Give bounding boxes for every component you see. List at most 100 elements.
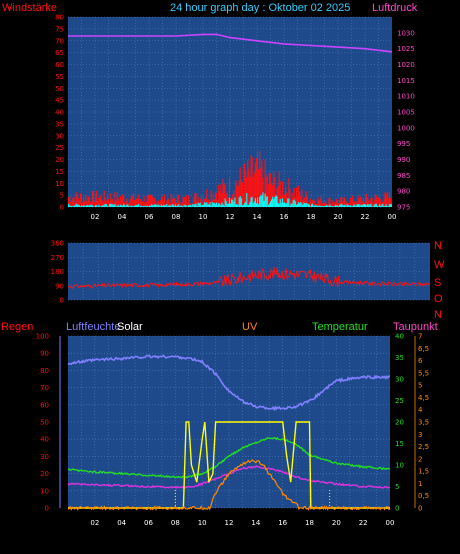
wind-direction-line <box>67 267 431 289</box>
gust-bar <box>279 181 281 207</box>
gust-bar <box>327 203 329 207</box>
gust-bar <box>154 198 156 207</box>
wind-bar <box>363 203 366 207</box>
wind-bar <box>222 204 224 207</box>
gust-bar <box>240 179 242 207</box>
wind-bar <box>275 195 277 207</box>
wind-bar <box>279 199 281 207</box>
y-tick-label: 360 <box>51 240 64 248</box>
gust-bar <box>353 201 355 207</box>
wind-bar <box>314 205 316 207</box>
wind-bar <box>291 203 293 207</box>
x-tick-label: 04 <box>117 519 126 527</box>
wind-bar <box>109 204 111 207</box>
gust-bar <box>183 196 185 207</box>
wind-bar <box>180 205 182 207</box>
gust-bar <box>379 196 381 207</box>
x-tick-label: 22 <box>359 519 368 527</box>
rain-tick-label: 60 <box>40 401 49 409</box>
x-tick-label: 10 <box>199 213 208 221</box>
gust-bar <box>230 197 232 207</box>
rain-tick-label: 90 <box>40 350 49 358</box>
wind-bar <box>305 203 307 207</box>
gust-bar <box>359 196 361 207</box>
gust-bar <box>362 198 364 207</box>
y-tick-label: 0 <box>60 297 64 305</box>
wind-bar <box>333 206 335 207</box>
gust-bar <box>322 200 324 207</box>
gust-bar <box>137 199 139 207</box>
wind-bar <box>249 202 251 207</box>
gust-bar <box>250 154 252 207</box>
rain-tick-label: 0 <box>45 505 49 513</box>
wind-bar <box>299 203 301 207</box>
wind-bar <box>132 206 134 207</box>
gust-bar <box>358 198 360 207</box>
wind-bar <box>298 202 300 207</box>
wind-bar <box>145 206 147 207</box>
wind-bar <box>255 203 258 207</box>
gust-bar <box>295 187 297 207</box>
temperature-tick-label: 35 <box>395 354 404 362</box>
wind-bar <box>387 206 389 207</box>
gust-bar <box>360 197 362 207</box>
gust-bar <box>93 201 96 207</box>
wind-bar <box>338 206 340 207</box>
wind-bar <box>77 204 79 207</box>
wind-bar <box>296 204 299 207</box>
x-tick-label: 10 <box>198 519 207 527</box>
wind-bar <box>353 204 355 207</box>
gust-bar <box>335 198 337 207</box>
gust-bar <box>212 193 214 207</box>
gust-bar <box>330 204 332 207</box>
gust-bar <box>263 193 265 207</box>
wind-bar <box>214 204 216 207</box>
gust-bar <box>106 196 108 207</box>
gust-bar <box>193 197 195 207</box>
wind-bar <box>195 203 197 207</box>
gust-bar <box>253 172 255 207</box>
gust-bar <box>110 193 112 207</box>
gust-bar <box>225 193 227 207</box>
wind-bar <box>312 203 314 207</box>
wind-bar <box>293 199 295 207</box>
wind-bar <box>218 203 220 207</box>
temperature-tick-label: 15 <box>395 440 404 448</box>
wind-bar <box>280 202 282 207</box>
y-tick-label-right: 990 <box>397 156 410 164</box>
wind-bar <box>192 204 194 207</box>
y-tick-label-right: 1020 <box>397 61 415 69</box>
rain-tick-label: 40 <box>40 436 49 444</box>
y-tick-label-left: 35 <box>55 120 64 128</box>
uv-tick-label: 2,5 <box>418 443 429 451</box>
gust-bar <box>219 191 221 207</box>
gust-bar <box>150 194 152 207</box>
gust-bar <box>119 196 121 207</box>
wind-bar <box>349 205 351 207</box>
gust-bar <box>159 200 161 207</box>
x-tick-label: 18 <box>305 519 314 527</box>
y-tick-label-right: 1030 <box>397 29 415 37</box>
wind-bar <box>212 203 214 207</box>
gust-bar <box>195 192 197 207</box>
wind-bar <box>346 203 348 207</box>
gust-bar <box>77 198 79 207</box>
gust-bar <box>236 184 238 207</box>
wind-bar <box>188 205 191 207</box>
wind-bar <box>352 206 354 207</box>
y-tick-label-left: 0 <box>60 204 64 212</box>
x-tick-label: 06 <box>145 213 154 221</box>
wind-bar <box>68 203 70 207</box>
wind-bar <box>128 206 130 207</box>
gust-bar <box>166 200 168 207</box>
gust-bar <box>318 199 320 207</box>
gust-bar <box>92 190 94 207</box>
wind-bar <box>365 204 367 207</box>
x-tick-label: 20 <box>334 213 343 221</box>
wind-bar <box>105 204 107 207</box>
wind-bar <box>253 201 255 207</box>
x-tick-label: 02 <box>91 213 100 221</box>
wind-bar <box>294 201 296 207</box>
gust-bar <box>385 194 387 207</box>
